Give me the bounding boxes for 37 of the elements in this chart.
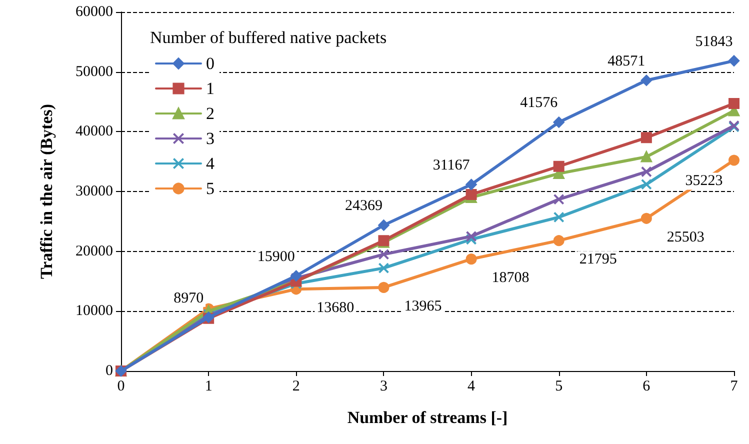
y-tick-label: 60000 bbox=[76, 4, 113, 20]
y-tick-label: 10000 bbox=[76, 303, 113, 320]
legend-label: 0 bbox=[206, 54, 214, 73]
data-label: 24369 bbox=[344, 198, 382, 214]
y-tick-label: 0 bbox=[106, 363, 113, 379]
data-label: 13680 bbox=[316, 300, 354, 316]
data-label: 51843 bbox=[695, 34, 733, 50]
x-tick-label: 1 bbox=[204, 378, 212, 394]
x-tick-label: 0 bbox=[117, 378, 125, 394]
data-label: 13965 bbox=[404, 298, 442, 314]
x-tick-label: 7 bbox=[730, 378, 738, 394]
data-label: 8970 bbox=[174, 290, 204, 306]
data-label: 15900 bbox=[257, 248, 295, 265]
x-tick-label: 4 bbox=[468, 378, 476, 394]
y-axis-title: Traffic in the air (Bytes) bbox=[37, 104, 56, 279]
data-label: 18708 bbox=[492, 270, 530, 286]
data-label: 25503 bbox=[666, 229, 704, 246]
legend-label: 4 bbox=[206, 154, 215, 173]
data-label: 48571 bbox=[608, 53, 646, 70]
legend-label: 3 bbox=[206, 129, 214, 148]
y-tick-label: 20000 bbox=[76, 243, 113, 260]
data-label: 21795 bbox=[579, 252, 617, 268]
data-label: 31167 bbox=[432, 158, 470, 174]
x-tick-label: 3 bbox=[380, 378, 388, 394]
x-tick-label: 5 bbox=[555, 378, 563, 394]
legend-label: 2 bbox=[206, 104, 214, 123]
legend-label: 1 bbox=[206, 79, 214, 98]
y-tick-label: 40000 bbox=[76, 124, 113, 140]
legend-label: 5 bbox=[206, 179, 214, 198]
x-axis-title: Number of streams [-] bbox=[347, 408, 508, 427]
legend-title: Number of buffered native packets bbox=[150, 28, 387, 47]
x-tick-label: 2 bbox=[292, 378, 300, 394]
x-tick-label: 6 bbox=[642, 378, 651, 394]
data-label: 35223 bbox=[685, 173, 723, 190]
y-tick-label: 30000 bbox=[76, 184, 113, 200]
data-label: 41576 bbox=[520, 95, 558, 112]
y-tick-label: 50000 bbox=[76, 64, 113, 80]
